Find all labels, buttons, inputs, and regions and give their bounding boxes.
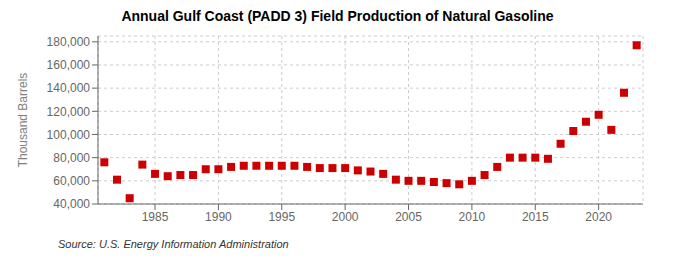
- html-text:Source: U.S. Energy Informatio: Source: U.S. Energy Information Administ…: [58, 238, 289, 250]
- svg-text:2020: 2020: [585, 210, 612, 224]
- svg-text:2010: 2010: [459, 210, 486, 224]
- svg-text:160,000: 160,000: [47, 58, 91, 72]
- svg-text:100,000: 100,000: [47, 128, 91, 142]
- svg-text:140,000: 140,000: [47, 81, 91, 95]
- svg-text:1985: 1985: [142, 210, 169, 224]
- svg-text:2005: 2005: [395, 210, 422, 224]
- svg-text:60,000: 60,000: [53, 174, 90, 188]
- svg-text:2000: 2000: [332, 210, 359, 224]
- svg-text:1990: 1990: [205, 210, 232, 224]
- svg-text:180,000: 180,000: [47, 35, 91, 49]
- svg-text:40,000: 40,000: [53, 197, 90, 211]
- svg-text:Thousand Barrels: Thousand Barrels: [16, 73, 30, 168]
- svg-text:1995: 1995: [268, 210, 295, 224]
- svg-text:80,000: 80,000: [53, 151, 90, 165]
- svg-text:120,000: 120,000: [47, 105, 91, 119]
- html-text:Annual Gulf Coast (PADD 3) Fie: Annual Gulf Coast (PADD 3) Field Product…: [121, 8, 554, 24]
- svg-text:2015: 2015: [522, 210, 549, 224]
